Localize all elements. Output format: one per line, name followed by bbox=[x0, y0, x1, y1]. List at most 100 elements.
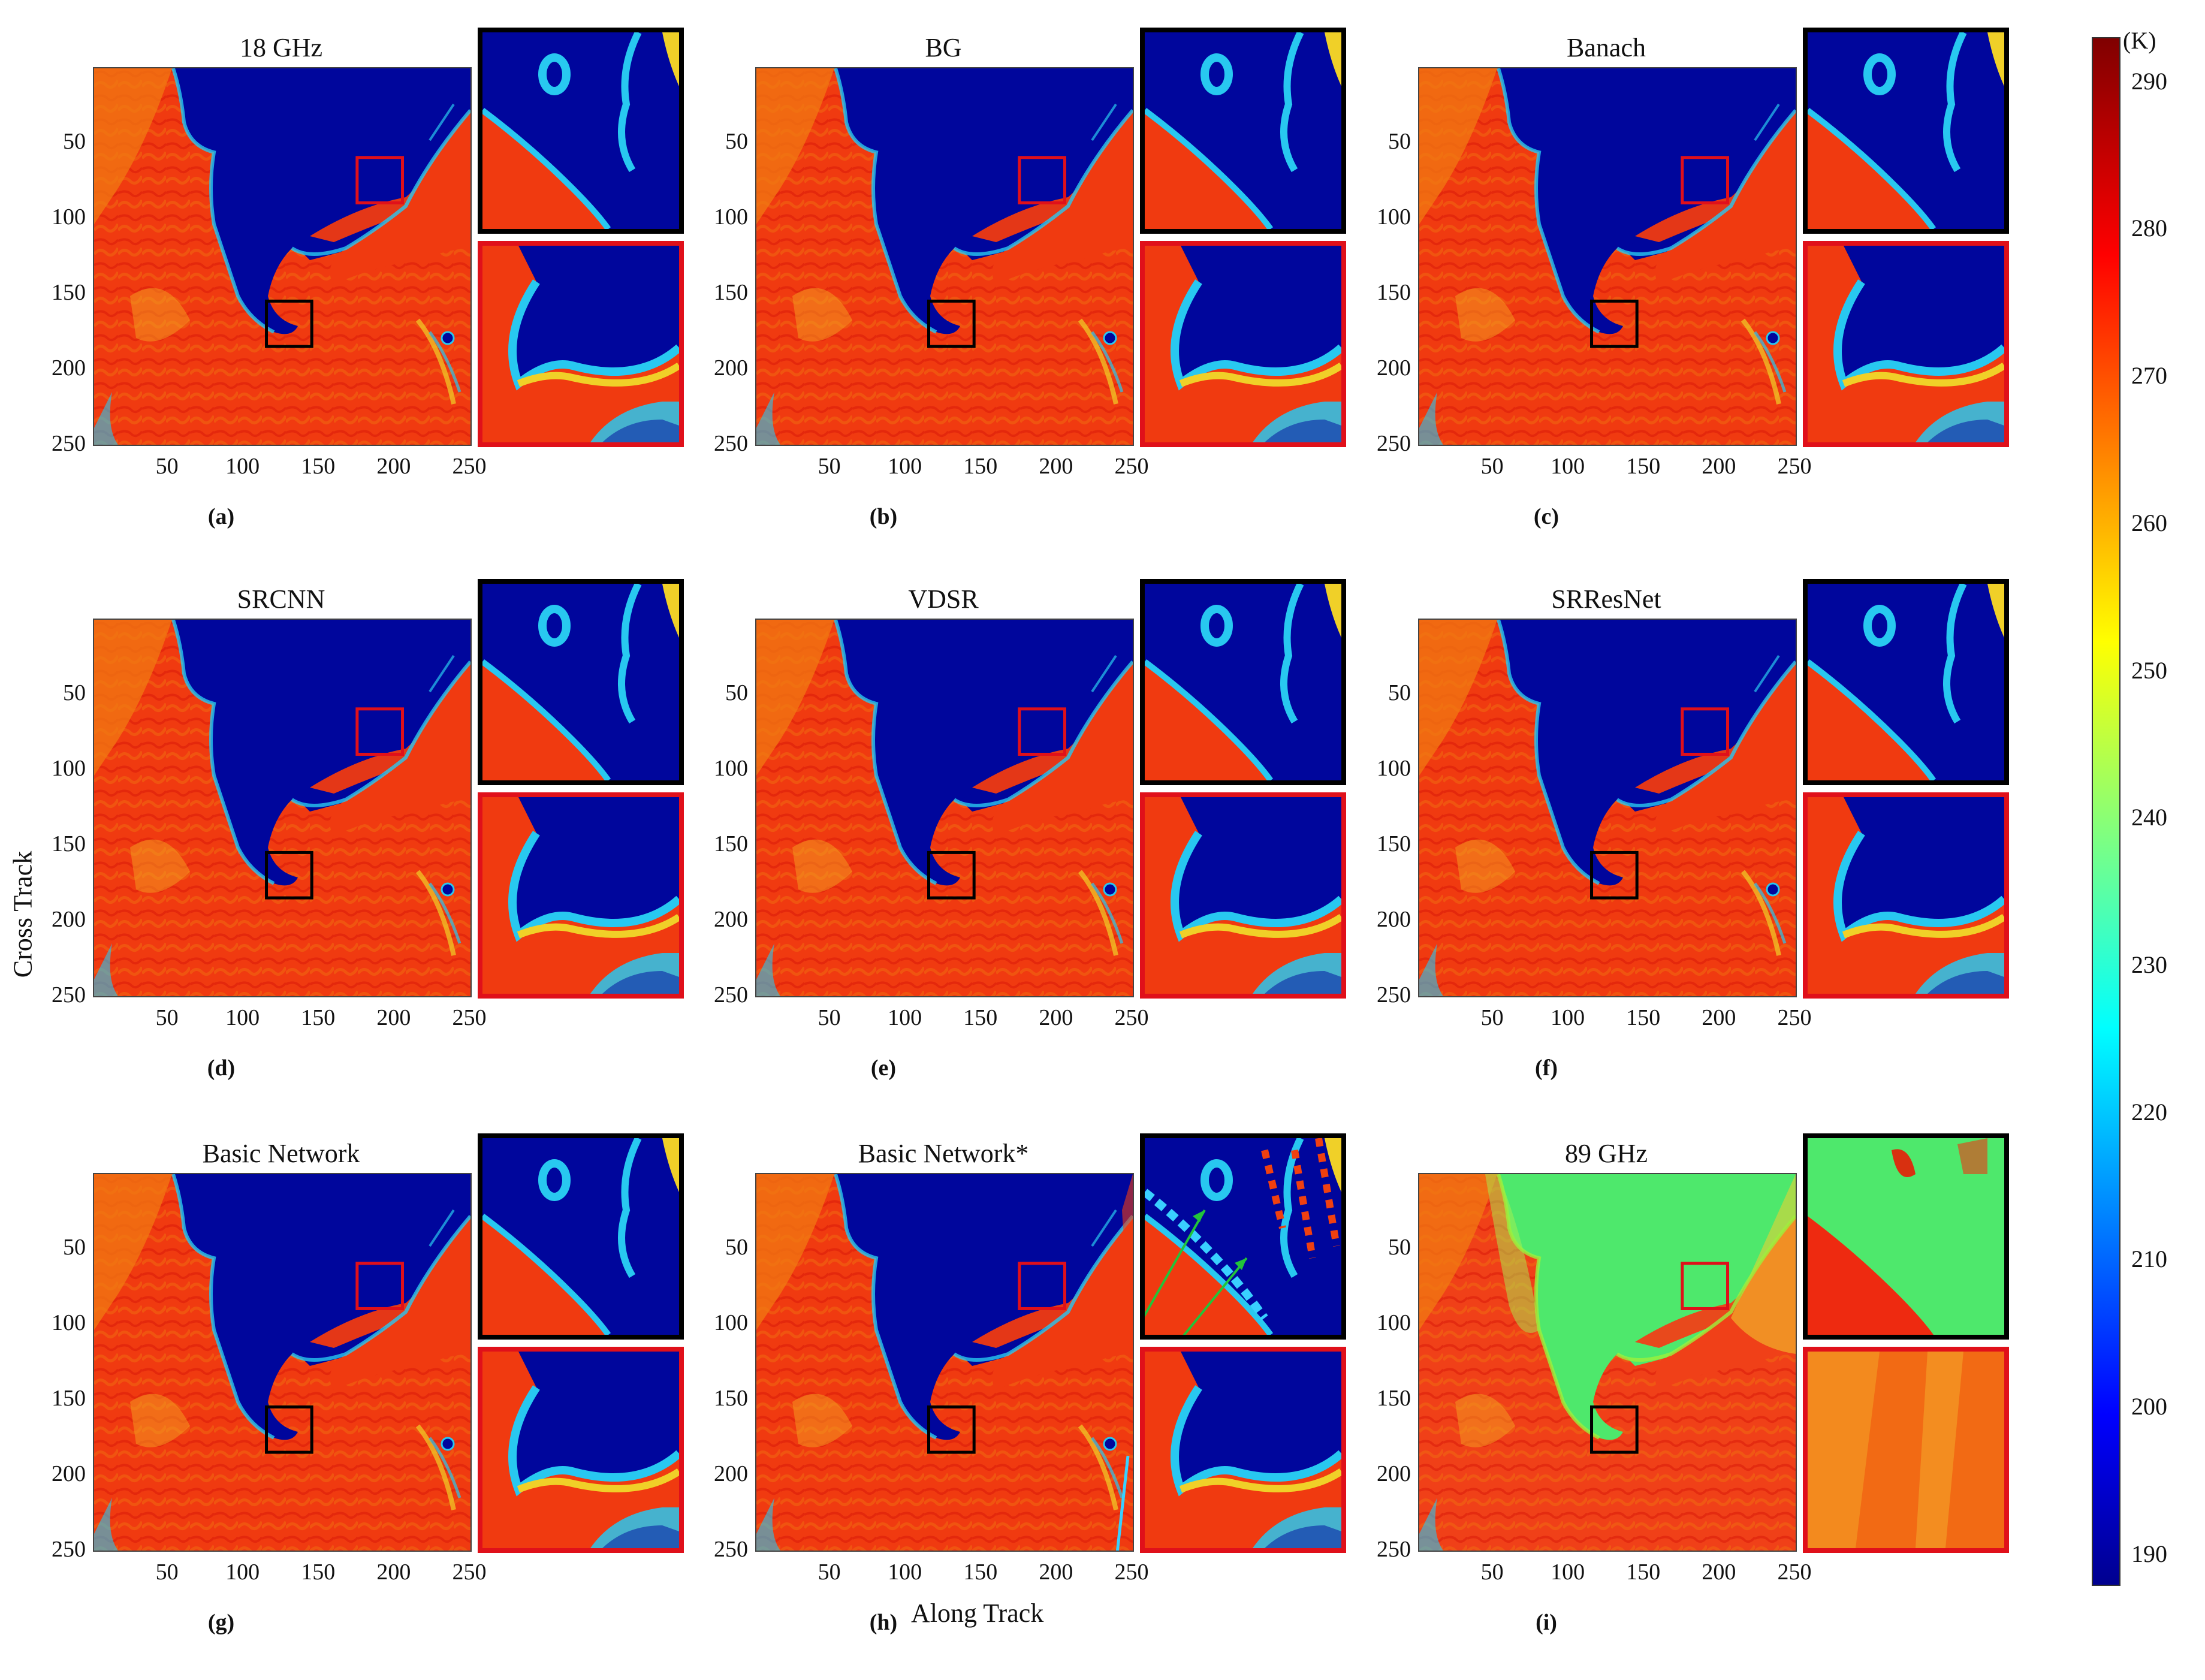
x-tick-label: 150 bbox=[963, 454, 998, 479]
inset-zoom-black bbox=[1803, 579, 2009, 785]
heatmap-b bbox=[755, 67, 1134, 446]
x-tick-label: 50 bbox=[155, 454, 179, 479]
y-tick-label: 100 bbox=[1377, 1310, 1411, 1335]
y-tick-label: 250 bbox=[714, 1537, 748, 1562]
x-tick-label: 150 bbox=[1626, 1005, 1661, 1030]
y-tick-label: 200 bbox=[714, 355, 748, 381]
x-tick-label: 200 bbox=[376, 1005, 411, 1030]
y-tick-label: 100 bbox=[1377, 755, 1411, 781]
inset-zoom-red bbox=[1140, 241, 1346, 447]
heatmap-f bbox=[1418, 619, 1797, 997]
inset-box-red bbox=[1018, 156, 1067, 204]
y-tick-label: 50 bbox=[1388, 128, 1411, 154]
y-tick-label: 250 bbox=[52, 982, 86, 1008]
colorbar-tick-label: 240 bbox=[2131, 804, 2167, 831]
x-tick-label: 50 bbox=[818, 1560, 841, 1585]
inset-box-black bbox=[1590, 850, 1639, 900]
inset-box-red bbox=[355, 1262, 405, 1310]
colorbar-tick-label: 200 bbox=[2131, 1393, 2167, 1420]
y-tick-label: 250 bbox=[714, 431, 748, 456]
inset-box-black bbox=[927, 850, 976, 900]
y-tick-label: 200 bbox=[1377, 355, 1411, 381]
panel-caption: (g) bbox=[207, 1610, 235, 1635]
heatmap-e bbox=[755, 619, 1134, 997]
inset-zoom-black bbox=[1140, 579, 1346, 785]
x-tick-label: 250 bbox=[1777, 1005, 1812, 1030]
heatmap-i bbox=[1418, 1173, 1797, 1552]
x-tick-label: 250 bbox=[452, 454, 487, 479]
x-tick-label: 250 bbox=[452, 1560, 487, 1585]
y-tick-label: 200 bbox=[1377, 906, 1411, 932]
panel-caption: (e) bbox=[870, 1055, 897, 1081]
y-tick-label: 200 bbox=[714, 906, 748, 932]
x-tick-label: 150 bbox=[301, 454, 336, 479]
colorbar-tick-label: 260 bbox=[2131, 509, 2167, 536]
x-tick-label: 50 bbox=[155, 1560, 179, 1585]
inset-zoom-black bbox=[1803, 1133, 2009, 1340]
panel-title: VDSR bbox=[908, 584, 979, 614]
y-tick-label: 50 bbox=[725, 128, 748, 154]
y-tick-label: 200 bbox=[52, 1461, 86, 1486]
panel-title: Basic Network* bbox=[858, 1139, 1029, 1168]
y-tick-label: 50 bbox=[63, 128, 86, 154]
y-tick-label: 150 bbox=[52, 279, 86, 305]
y-tick-label: 150 bbox=[1377, 279, 1411, 305]
x-tick-label: 50 bbox=[1480, 454, 1504, 479]
heatmap-g bbox=[93, 1173, 472, 1552]
y-tick-label: 250 bbox=[1377, 431, 1411, 456]
y-tick-label: 200 bbox=[1377, 1461, 1411, 1486]
x-tick-label: 50 bbox=[818, 454, 841, 479]
x-tick-label: 150 bbox=[301, 1005, 336, 1030]
x-tick-label: 100 bbox=[888, 454, 922, 479]
heatmap-c bbox=[1418, 67, 1797, 446]
x-tick-label: 250 bbox=[452, 1005, 487, 1030]
colorbar-tick-label: 190 bbox=[2131, 1540, 2167, 1567]
inset-box-red bbox=[1018, 707, 1067, 756]
y-axis-label: Cross Track bbox=[8, 850, 38, 978]
y-tick-label: 150 bbox=[714, 1385, 748, 1411]
y-tick-label: 50 bbox=[725, 680, 748, 705]
x-tick-label: 200 bbox=[1039, 1560, 1073, 1585]
inset-zoom-red bbox=[478, 241, 684, 447]
inset-zoom-red bbox=[1140, 1347, 1346, 1553]
colorbar-unit: (K) bbox=[2123, 27, 2156, 54]
x-tick-label: 200 bbox=[376, 454, 411, 479]
inset-zoom-black bbox=[478, 1133, 684, 1340]
panel-title: SRResNet bbox=[1551, 584, 1661, 614]
y-tick-label: 200 bbox=[714, 1461, 748, 1486]
y-tick-label: 150 bbox=[714, 831, 748, 856]
y-tick-label: 200 bbox=[52, 355, 86, 381]
inset-box-red bbox=[1681, 1262, 1730, 1310]
x-tick-label: 100 bbox=[1551, 1560, 1585, 1585]
x-tick-label: 150 bbox=[1626, 1560, 1661, 1585]
inset-box-black bbox=[1590, 1405, 1639, 1454]
panel-title: 18 GHz bbox=[239, 33, 323, 62]
y-tick-label: 150 bbox=[52, 1385, 86, 1411]
inset-box-black bbox=[927, 299, 976, 348]
heatmap-a bbox=[93, 67, 472, 446]
panel-title: BG bbox=[925, 33, 962, 62]
inset-zoom-black bbox=[478, 579, 684, 785]
x-tick-label: 150 bbox=[963, 1005, 998, 1030]
colorbar-tick-label: 230 bbox=[2131, 951, 2167, 978]
x-tick-label: 50 bbox=[155, 1005, 179, 1030]
x-tick-label: 50 bbox=[818, 1005, 841, 1030]
inset-box-black bbox=[265, 1405, 313, 1454]
inset-zoom-black bbox=[478, 28, 684, 234]
panel-title: Banach bbox=[1567, 33, 1646, 62]
inset-box-red bbox=[1018, 1262, 1067, 1310]
colorbar-tick-label: 290 bbox=[2131, 67, 2167, 95]
panel-caption: (i) bbox=[1536, 1610, 1557, 1635]
inset-zoom-black bbox=[1803, 28, 2009, 234]
y-tick-label: 250 bbox=[1377, 1537, 1411, 1562]
y-tick-label: 50 bbox=[1388, 1234, 1411, 1260]
inset-zoom-red bbox=[478, 1347, 684, 1553]
x-tick-label: 200 bbox=[376, 1560, 411, 1585]
x-tick-label: 250 bbox=[1777, 454, 1812, 479]
panel-caption: (h) bbox=[869, 1610, 898, 1635]
y-tick-label: 100 bbox=[714, 204, 748, 230]
y-tick-label: 150 bbox=[1377, 1385, 1411, 1411]
y-tick-label: 50 bbox=[63, 680, 86, 705]
y-tick-label: 50 bbox=[725, 1234, 748, 1260]
y-tick-label: 100 bbox=[52, 755, 86, 781]
